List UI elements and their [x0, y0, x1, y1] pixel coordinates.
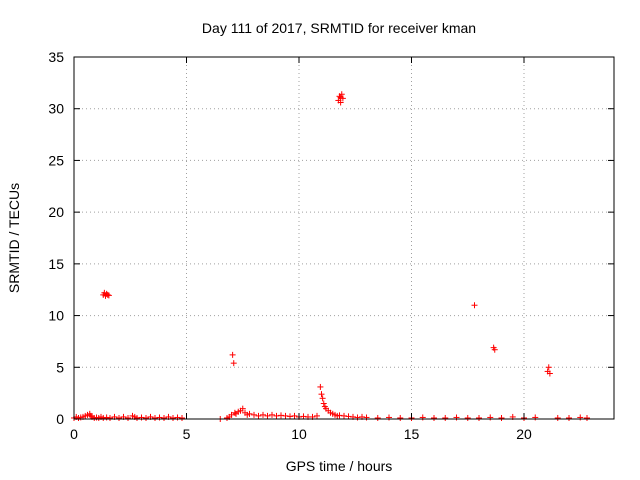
data-point	[318, 391, 325, 398]
data-points	[71, 91, 590, 422]
data-point	[471, 302, 478, 309]
data-point	[341, 412, 347, 419]
data-point	[336, 412, 343, 419]
data-point	[134, 414, 140, 421]
data-point	[255, 412, 262, 419]
data-point	[337, 99, 344, 106]
data-point	[239, 405, 246, 412]
data-point	[174, 414, 181, 421]
data-point	[319, 395, 326, 402]
data-point	[476, 414, 482, 421]
chart-title: Day 111 of 2017, SRMTID for receiver kma…	[202, 20, 476, 36]
data-point	[282, 412, 289, 419]
data-point	[337, 94, 344, 101]
data-point	[116, 414, 122, 421]
data-point	[317, 383, 324, 390]
data-point	[229, 351, 236, 358]
data-point	[345, 413, 352, 420]
data-point	[314, 412, 320, 419]
data-point	[251, 411, 257, 418]
data-point	[532, 414, 539, 421]
data-point	[103, 414, 110, 421]
data-point	[566, 414, 572, 421]
data-point	[442, 414, 449, 421]
data-point	[354, 414, 361, 421]
data-point	[125, 414, 131, 421]
y-tick-label: 10	[48, 308, 64, 324]
x-tick-label: 15	[404, 426, 420, 442]
data-point	[260, 411, 266, 418]
data-point	[363, 414, 370, 421]
data-point	[374, 414, 381, 421]
data-point	[397, 414, 404, 421]
data-point	[320, 400, 327, 407]
data-point	[100, 414, 107, 421]
data-point	[386, 414, 392, 421]
data-point	[498, 414, 505, 421]
data-point	[107, 414, 113, 421]
data-point	[273, 412, 280, 419]
data-point	[487, 414, 494, 421]
y-tick-label: 0	[56, 411, 64, 427]
plot-frame	[73, 56, 615, 420]
data-point	[161, 414, 167, 421]
data-point	[419, 414, 426, 421]
data-point	[104, 291, 111, 298]
data-point	[264, 412, 271, 419]
data-point	[170, 414, 176, 421]
data-point	[577, 414, 584, 421]
data-point	[269, 411, 275, 418]
y-tick-labels: 0 5 10 15 20 25 30 35	[48, 49, 64, 427]
data-point	[431, 414, 437, 421]
grid-lines	[74, 57, 614, 419]
data-point	[156, 414, 163, 421]
data-point	[287, 413, 293, 420]
data-point	[278, 412, 284, 419]
data-point	[228, 411, 235, 418]
data-point	[546, 370, 553, 377]
y-tick-label: 20	[48, 204, 64, 220]
data-point	[491, 346, 498, 353]
x-tick-label: 10	[291, 426, 307, 442]
data-point	[179, 414, 185, 421]
data-point	[138, 414, 145, 421]
data-point	[246, 410, 253, 417]
x-tick-labels: 0 5 10 15 20	[70, 426, 532, 442]
data-point	[105, 292, 112, 299]
data-point	[300, 413, 307, 420]
x-tick-label: 20	[516, 426, 532, 442]
data-point	[231, 409, 238, 416]
y-tick-label: 30	[48, 101, 64, 117]
y-tick-label: 35	[48, 49, 64, 65]
data-point	[584, 414, 590, 421]
y-tick-label: 25	[48, 152, 64, 168]
y-tick-label: 15	[48, 256, 64, 272]
x-tick-label: 5	[183, 426, 191, 442]
data-point	[554, 414, 561, 421]
data-point	[143, 414, 149, 421]
data-point	[545, 364, 552, 371]
data-point	[464, 414, 471, 421]
data-point	[152, 414, 158, 421]
axis-ticks	[73, 56, 614, 420]
data-point	[291, 412, 298, 419]
x-axis-label: GPS time / hours	[286, 458, 393, 474]
data-point	[338, 91, 345, 98]
data-point	[453, 414, 460, 421]
y-tick-label: 5	[56, 359, 64, 375]
data-point	[87, 412, 94, 419]
y-axis-label: SRMTID / TECUs	[6, 183, 22, 293]
data-point	[230, 360, 237, 367]
x-tick-label: 0	[70, 426, 78, 442]
